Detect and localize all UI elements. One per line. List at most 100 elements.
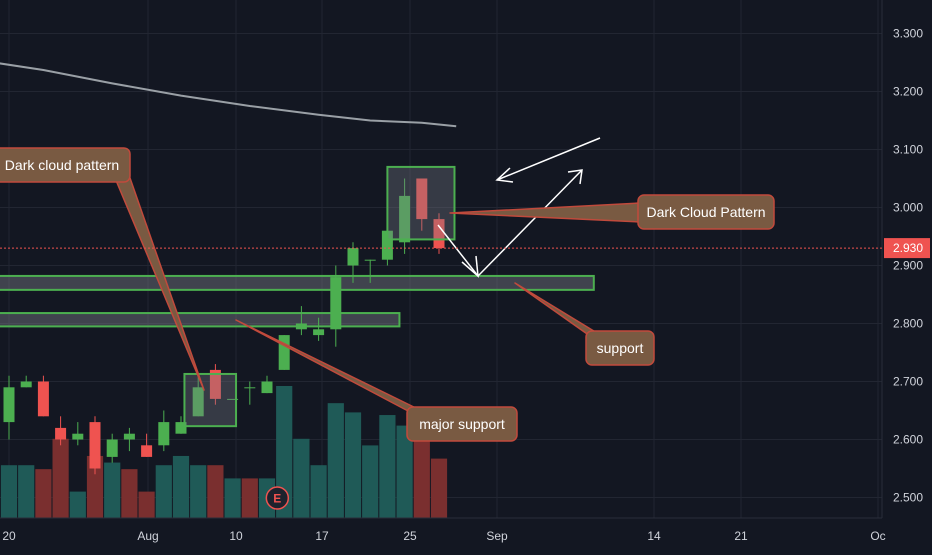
volume-bar	[69, 491, 86, 518]
candle-body	[295, 323, 307, 330]
volume-bar	[396, 425, 413, 518]
y-tick-label: 2.700	[893, 375, 923, 389]
candle-body	[416, 178, 428, 220]
candle-body	[244, 387, 256, 389]
arrow-up-head	[567, 169, 583, 185]
volume-bar	[86, 455, 104, 518]
earnings-marker	[265, 486, 290, 510]
earnings-marker-label: E	[273, 492, 281, 506]
volume-bar	[241, 478, 258, 518]
arrow-left-line	[496, 137, 601, 181]
volume-bar	[430, 458, 448, 518]
callout-layer: Dark cloud pattern Dark Cloud Pattern supp…	[0, 147, 775, 442]
x-tick-label: 21	[734, 529, 748, 543]
moving-average-layer	[0, 62, 457, 128]
volume-bar	[190, 465, 207, 518]
last-price-tag	[884, 238, 930, 259]
candle-layer	[3, 178, 445, 475]
callout-dark-cloud-right-box	[637, 194, 775, 230]
volume-bar	[276, 386, 293, 518]
x-tick-label: 17	[315, 529, 329, 543]
callout-major-support-label: major support	[419, 416, 505, 432]
volume-bar	[413, 438, 430, 518]
arrow-down-line	[437, 224, 479, 277]
last-price-label: 2.930	[893, 241, 923, 255]
volume-bar	[344, 412, 362, 518]
candle-body	[123, 433, 135, 440]
support-zone	[0, 274, 595, 291]
candle-body	[72, 433, 84, 440]
candle-body	[3, 387, 15, 423]
candle-body	[347, 248, 359, 266]
x-tick-label: Aug	[137, 529, 158, 543]
candle-body	[313, 329, 325, 336]
arrow-left-head	[495, 167, 514, 183]
y-tick-label: 3.300	[893, 27, 923, 41]
volume-bar	[293, 438, 310, 518]
candle-body	[209, 369, 221, 399]
candle-body	[158, 422, 170, 446]
candle-body	[381, 230, 393, 260]
x-tick-label: 10	[229, 529, 243, 543]
volume-bar	[155, 465, 172, 518]
candle-body	[278, 335, 290, 370]
support-zone-layer	[0, 274, 595, 328]
pattern-box	[183, 372, 238, 428]
volume-bar	[207, 465, 224, 518]
callout-major-support-box	[406, 406, 518, 442]
volume-bar	[121, 469, 138, 518]
support-zone	[0, 312, 401, 328]
candle-body	[261, 381, 273, 394]
volume-bar	[138, 491, 155, 518]
candle-body	[106, 439, 118, 457]
candle-body	[55, 427, 67, 440]
candle-body	[330, 277, 342, 330]
callout-dark-cloud-left-box	[0, 147, 131, 183]
volume-bar	[362, 445, 379, 518]
volume-bar	[379, 415, 396, 518]
pattern-box-layer	[183, 165, 456, 428]
volume-bar	[224, 478, 241, 518]
callout-support-label: support	[597, 340, 644, 356]
pattern-box	[386, 165, 456, 241]
x-tick-label: 14	[647, 529, 661, 543]
moving-average-line	[0, 62, 457, 128]
volume-bar	[35, 469, 52, 518]
callout-dark-cloud-left-label: Dark cloud pattern	[5, 157, 119, 173]
candle-body	[175, 422, 187, 434]
volume-layer: E	[0, 386, 448, 518]
y-tick-label: 3.200	[893, 85, 923, 99]
time-axis-background[interactable]	[0, 518, 932, 550]
arrow-up-line	[477, 169, 583, 277]
volume-bar	[18, 465, 35, 518]
candle-body	[141, 445, 153, 457]
candle-body	[37, 381, 49, 417]
volume-bar	[52, 438, 69, 518]
y-tick-label: 2.800	[893, 317, 923, 331]
candle-body	[399, 195, 411, 243]
y-tick-label: 3.100	[893, 143, 923, 157]
x-tick-label: 20	[2, 529, 16, 543]
y-tick-layer: 2.500 2.600 2.700 2.800 2.900 3.000 3.100 3.200…	[893, 27, 923, 505]
price-axis-background[interactable]	[882, 0, 932, 518]
y-tick-label: 2.600	[893, 433, 923, 447]
x-tick-label: Sep	[486, 529, 508, 543]
y-tick-label: 2.500	[893, 491, 923, 505]
volume-bar	[172, 455, 190, 518]
candle-body	[20, 381, 32, 388]
callout-support-box	[585, 330, 655, 366]
x-tick-label: Oc	[870, 529, 885, 543]
volume-bar	[327, 403, 344, 518]
callout-dark-cloud-right-label: Dark Cloud Pattern	[646, 204, 765, 220]
volume-bar	[0, 465, 18, 518]
x-tick-layer: 20 Aug 10 17 25 Sep 14 21 Oc	[2, 529, 885, 543]
candle-body	[89, 422, 101, 469]
volume-bar	[104, 462, 121, 518]
x-tick-label: 25	[403, 529, 417, 543]
candle-body	[364, 259, 376, 261]
drawing-layer	[437, 137, 601, 278]
candle-body	[192, 387, 204, 417]
y-tick-label: 2.900	[893, 259, 923, 273]
